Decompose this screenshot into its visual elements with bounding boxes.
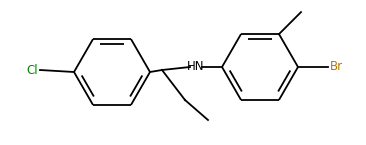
Text: Br: Br [330,60,343,74]
Text: HN: HN [187,60,205,74]
Text: Cl: Cl [26,64,38,77]
